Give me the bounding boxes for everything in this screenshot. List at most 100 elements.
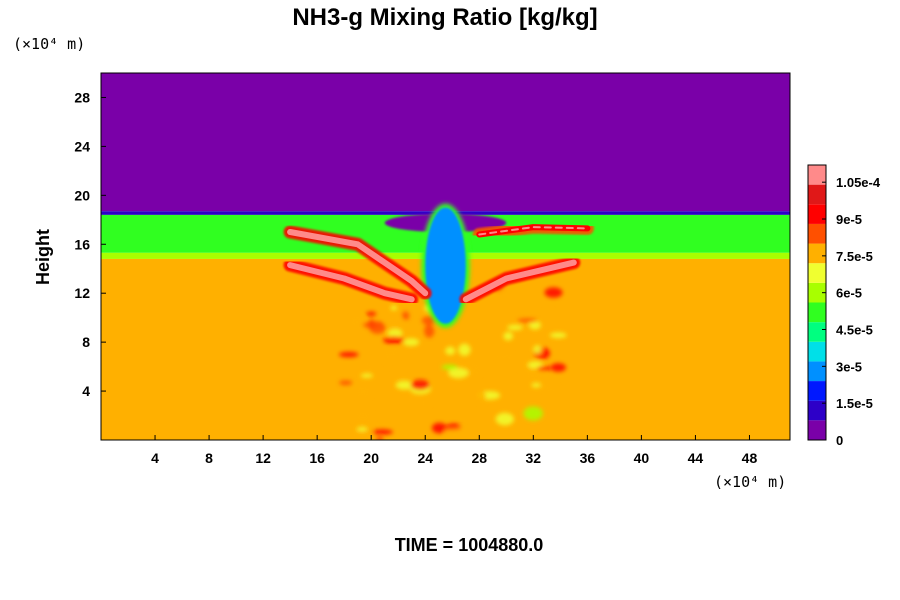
x-tick-label: 44 — [688, 450, 704, 466]
turbulence-blob — [384, 349, 391, 363]
y-tick-label: 4 — [82, 383, 90, 399]
colorbar-tick-label: 7.5e-5 — [836, 249, 873, 264]
turbulence-blob — [467, 332, 475, 337]
x-tick-label: 20 — [363, 450, 379, 466]
turbulence-blob — [376, 435, 384, 440]
turbulence-blob — [550, 363, 566, 372]
y-axis: 4 8 12 16 20 24 28 — [74, 89, 106, 399]
turbulence-blob — [392, 373, 404, 379]
colorbar-segment — [808, 341, 826, 362]
turbulence-blob — [338, 351, 359, 358]
colorbar-segment — [808, 381, 826, 401]
y-tick-label: 12 — [74, 285, 90, 301]
turbulence-blob — [403, 338, 420, 346]
plot-area — [101, 73, 790, 440]
center-plume — [425, 207, 466, 324]
colorbar-segment — [808, 263, 826, 283]
turbulence-blob — [349, 315, 365, 329]
colorbar-tick-label: 9e-5 — [836, 212, 862, 227]
colorbar-segment — [808, 282, 826, 303]
colorbar-segment — [808, 361, 826, 382]
colorbar-segment — [808, 302, 826, 323]
x-tick-label: 32 — [526, 450, 542, 466]
y-unit-label: (×10⁴ m) — [13, 35, 85, 53]
turbulence-blob — [387, 328, 403, 338]
turbulence-blob — [371, 429, 394, 435]
turbulence-blob — [364, 358, 371, 370]
x-tick-label: 40 — [634, 450, 650, 466]
turbulence-blob — [528, 320, 541, 330]
y-tick-label: 24 — [74, 138, 90, 154]
turbulence-blob — [360, 373, 373, 378]
turbulence-blob — [356, 426, 368, 432]
turbulence-blob — [520, 365, 531, 372]
turbulence-blob — [549, 332, 567, 339]
colorbar-segment — [808, 223, 826, 244]
turbulence-blob — [424, 324, 435, 338]
turbulence-blob — [403, 398, 419, 405]
turbulence-blob — [339, 380, 353, 386]
colorbar: 0 1.5e-5 3e-5 4.5e-5 6e-5 7.5e-5 9e-5 1.05e-4 — [807, 164, 881, 448]
turbulence-blob — [362, 321, 384, 329]
colorbar-segment — [808, 420, 826, 440]
turbulence-blob — [496, 352, 513, 361]
colorbar-frame — [807, 164, 827, 441]
turbulence-blob — [445, 346, 456, 356]
field-band-0 — [101, 73, 790, 212]
y-tick-label: 8 — [82, 334, 90, 350]
colorbar-segment — [808, 204, 826, 224]
turbulence-blob — [458, 343, 471, 356]
turbulence-blob — [354, 384, 372, 399]
colorbar-segment — [808, 184, 826, 205]
turbulent-zone — [338, 283, 567, 440]
x-tick-label: 24 — [417, 450, 433, 466]
colorbar-tick-label: 1.05e-4 — [836, 175, 881, 190]
colorbar-tick-label: 0 — [836, 433, 843, 448]
turbulence-blob — [478, 390, 486, 404]
turbulence-blob — [517, 318, 538, 323]
x-unit-label: (×10⁴ m) — [714, 473, 786, 491]
colorbar-tick-label: 1.5e-5 — [836, 396, 873, 411]
colorbar-segment — [808, 165, 826, 185]
turbulence-blob — [395, 380, 414, 390]
colorbar-tick-label: 3e-5 — [836, 359, 862, 374]
ridge-core-0 — [289, 231, 427, 295]
turbulence-blob — [531, 382, 542, 388]
turbulence-blob — [448, 367, 469, 379]
y-tick-label: 20 — [74, 187, 90, 203]
turbulence-blob — [390, 347, 399, 359]
turbulence-blob — [421, 316, 436, 325]
turbulence-blob — [431, 422, 447, 434]
turbulence-blob — [410, 379, 430, 390]
turbulence-blob — [456, 427, 466, 437]
ridge-core-3 — [478, 226, 589, 236]
x-tick-label: 12 — [255, 450, 271, 466]
turbulence-blob — [537, 366, 551, 371]
turbulence-blob — [366, 311, 377, 316]
x-tick-label: 8 — [205, 450, 213, 466]
turbulence-blob — [466, 363, 482, 377]
x-tick-label: 28 — [471, 450, 487, 466]
x-tick-label: 4 — [151, 450, 159, 466]
y-axis-label: Height — [33, 229, 53, 285]
x-tick-label: 36 — [580, 450, 596, 466]
colorbar-tick-label: 6e-5 — [836, 286, 862, 301]
colorbar-segment — [808, 243, 826, 264]
turbulence-blob — [441, 364, 458, 370]
turbulence-blob — [390, 305, 398, 311]
turbulence-blob — [495, 412, 514, 426]
time-label: TIME = 1004880.0 — [395, 535, 544, 555]
turbulence-blob — [383, 336, 405, 345]
ridge-core-2 — [464, 261, 575, 301]
turbulence-blob — [352, 411, 374, 424]
turbulence-blob — [402, 311, 410, 321]
chart-title: NH3-g Mixing Ratio [kg/kg] — [292, 4, 597, 31]
turbulence-blob — [507, 324, 523, 331]
turbulence-blob — [527, 367, 545, 380]
turbulence-blob — [544, 287, 563, 298]
turbulence-blob — [384, 317, 405, 328]
y-tick-label: 28 — [74, 89, 90, 105]
colorbar-segment — [808, 322, 826, 342]
colorbar-segment — [808, 400, 826, 421]
